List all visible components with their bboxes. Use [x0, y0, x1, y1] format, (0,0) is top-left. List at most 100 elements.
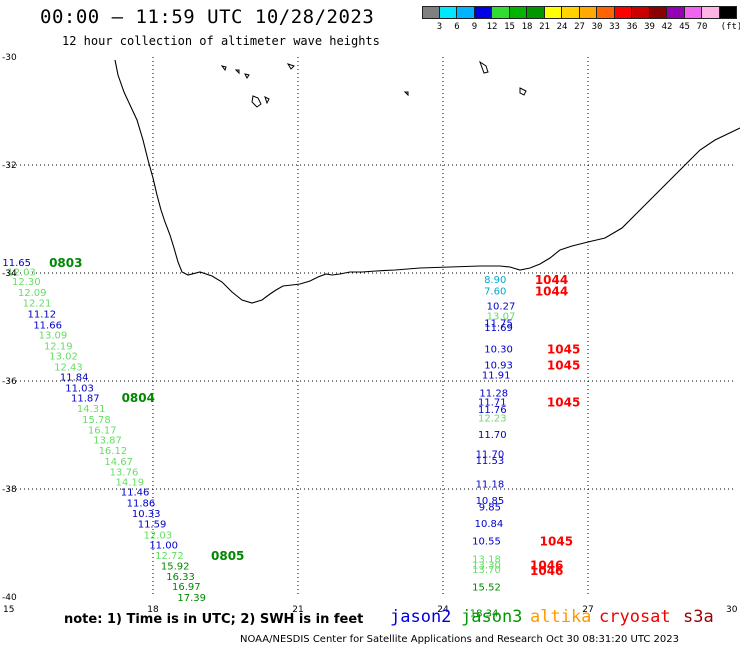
wave-height-label: 13.70 [472, 565, 501, 576]
colorbar-tick-label: 42 [661, 22, 673, 32]
footer-credit: NOAA/NESDIS Center for Satellite Applica… [240, 634, 679, 645]
wave-height-label: 17.39 [177, 593, 206, 604]
colorbar-tick-label: 33 [609, 22, 620, 32]
lon-tick-label: 30 [726, 605, 738, 615]
colorbar-tick-label: 15 [504, 22, 515, 32]
wave-height-colorbar [422, 6, 737, 19]
wave-height-label: 8.90 [484, 275, 506, 286]
colorbar-tick-label: 39 [644, 22, 655, 32]
wave-height-label: 11.86 [127, 499, 156, 510]
wave-height-label: 10.84 [475, 519, 504, 530]
wave-height-label: 11.70 [478, 430, 507, 441]
coastline-path [114, 59, 740, 304]
coastal-islands [220, 60, 527, 108]
wave-height-label: 16.12 [99, 446, 128, 457]
axis-labels: 15 18 21 24 27 30 -30 -32 -34 -36 -38 -40 [2, 53, 738, 615]
wave-height-label: 18.34 [470, 609, 499, 620]
colorbar-swatch [457, 6, 475, 19]
wave-height-label: 12.09 [18, 288, 47, 299]
legend-satellite-s3a: s3a [683, 607, 714, 627]
lon-tick-label: 27 [582, 605, 593, 615]
wave-height-label: 10.85 [476, 496, 505, 507]
wave-height-label: 11.53 [476, 456, 505, 467]
colorbar-tick-label: 24 [556, 22, 568, 32]
lat-tick-label: -30 [2, 53, 17, 63]
pass-time-label: 1045 [547, 343, 580, 357]
colorbar-tick-label: 3 [436, 22, 443, 32]
west-track-labels: 11.6512.0312.3012.0912.2111.1211.6613.09… [2, 258, 206, 604]
wave-height-label: 16.33 [166, 572, 195, 583]
colorbar-swatch [667, 6, 685, 19]
wave-height-label: 12.21 [23, 299, 52, 310]
wave-height-label: 14.67 [104, 457, 133, 468]
lat-tick-label: -40 [2, 593, 17, 603]
colorbar-swatch [509, 6, 527, 19]
legend-satellite-jason3: jason3 [461, 607, 523, 627]
lat-tick-label: -34 [2, 269, 17, 279]
wave-height-label: 9.85 [479, 502, 501, 513]
pass-time-label: 1044 [535, 284, 568, 298]
coastline [114, 59, 740, 304]
wave-height-label: 11.76 [478, 405, 507, 416]
lat-tick-label: -38 [2, 485, 17, 495]
colorbar-tick-label: 12 [486, 22, 498, 32]
wave-height-label: 13.30 [472, 561, 501, 572]
wave-height-label: 11.66 [33, 320, 62, 331]
wave-height-label: 13.09 [39, 331, 68, 342]
lat-tick-label: -36 [2, 377, 17, 387]
wave-height-label: 11.70 [476, 449, 505, 460]
pass-time-label: 1045 [547, 358, 580, 372]
wave-height-label: 12.30 [12, 277, 41, 288]
colorbar-swatch [649, 6, 667, 19]
lon-tick-label: 24 [437, 605, 449, 615]
wave-height-label: 12.23 [478, 414, 507, 425]
lat-tick-label: -32 [2, 161, 17, 171]
wave-height-label: 15.52 [472, 583, 501, 594]
wave-height-label: 12.43 [54, 362, 83, 373]
wave-height-label: 11.91 [482, 371, 511, 382]
wave-height-label: 10.33 [132, 509, 161, 520]
wave-height-label: 12.03 [7, 267, 36, 278]
pass-time-label: 1046 [530, 559, 563, 573]
colorbar-swatch [474, 6, 492, 19]
wave-height-label: 11.71 [478, 398, 507, 409]
colorbar-swatch [527, 6, 545, 19]
colorbar-swatch [702, 6, 720, 19]
wave-height-label: 12.03 [144, 530, 173, 541]
colorbar-swatch [579, 6, 597, 19]
wave-height-label: 11.69 [484, 323, 513, 334]
lon-tick-label: 15 [3, 605, 14, 615]
wave-height-label: 14.31 [77, 404, 106, 415]
wave-height-label: 13.76 [110, 468, 139, 479]
colorbar-tick-label: 27 [574, 22, 585, 32]
colorbar-swatch [597, 6, 615, 19]
legend-satellite-altika: altika [530, 607, 592, 627]
wave-height-label: 11.28 [479, 388, 508, 399]
colorbar-tick-label: 45 [679, 22, 690, 32]
wave-height-label: 13.18 [472, 555, 501, 566]
pass-time-label: 0805 [211, 549, 244, 563]
wave-height-label: 10.30 [484, 345, 513, 356]
wave-height-label: 11.03 [65, 383, 94, 394]
colorbar-swatch [614, 6, 632, 19]
colorbar-swatch [684, 6, 702, 19]
wave-height-label: 10.93 [484, 360, 513, 371]
wave-height-label: 11.65 [2, 258, 31, 269]
wave-height-label: 16.17 [88, 426, 117, 437]
map-subtitle: 12 hour collection of altimeter wave hei… [62, 34, 380, 48]
wave-height-label: 13.02 [49, 352, 78, 363]
wave-height-label: 12.19 [44, 341, 73, 352]
colorbar-swatch [719, 6, 737, 19]
wave-height-label: 11.18 [476, 480, 505, 491]
wave-height-label: 14.19 [115, 477, 144, 488]
pass-time-label: 1046 [530, 564, 563, 578]
lon-tick-label: 18 [147, 605, 159, 615]
wave-height-label: 11.87 [71, 394, 100, 405]
legend-satellite-jason2: jason2 [390, 607, 452, 627]
colorbar-swatch [492, 6, 510, 19]
wave-height-label: 13.07 [487, 312, 516, 323]
colorbar-swatch [439, 6, 457, 19]
wave-height-label: 11.12 [28, 310, 57, 321]
